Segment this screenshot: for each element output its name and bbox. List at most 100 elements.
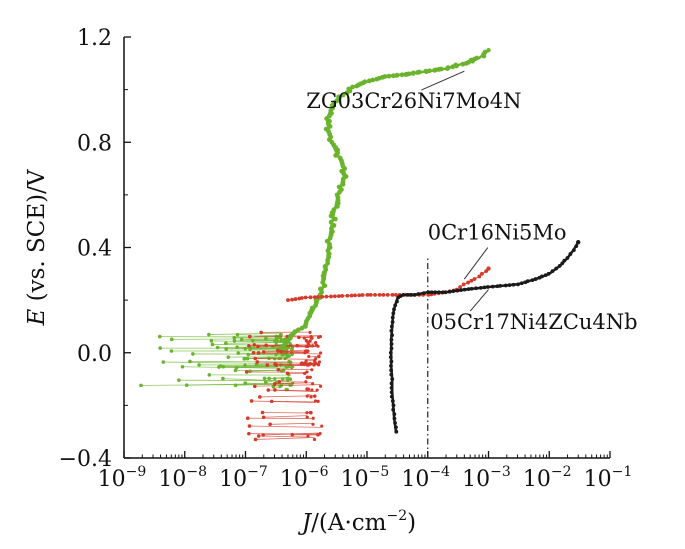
data-point xyxy=(318,286,323,292)
data-point xyxy=(390,399,395,403)
noise-point xyxy=(318,384,323,388)
data-point xyxy=(516,282,520,287)
noise-point xyxy=(316,344,320,348)
data-point xyxy=(539,274,544,279)
noise-point xyxy=(255,360,260,364)
noise-point xyxy=(277,379,282,384)
data-point xyxy=(353,293,357,298)
x-tick-label: 10−7 xyxy=(219,464,268,492)
series-layer xyxy=(139,47,581,442)
noise-segment xyxy=(249,425,322,428)
data-point xyxy=(445,65,451,71)
noise-point xyxy=(221,376,225,381)
x-tick-label: 10−8 xyxy=(158,464,207,492)
noise-point xyxy=(317,360,322,364)
data-point xyxy=(423,68,429,74)
data-point xyxy=(401,292,406,297)
data-point xyxy=(389,346,394,351)
noise-point xyxy=(312,394,317,398)
data-point xyxy=(482,49,488,55)
noise-point xyxy=(262,376,267,381)
noise-point xyxy=(317,354,321,359)
noise-point xyxy=(302,336,306,340)
data-point xyxy=(490,284,495,289)
data-point xyxy=(525,279,530,284)
noise-segment xyxy=(259,395,312,398)
noise-point xyxy=(157,334,162,339)
noise-point xyxy=(309,395,313,399)
noise-segment xyxy=(281,351,308,354)
noise-point xyxy=(177,378,181,382)
noise-point xyxy=(248,334,252,339)
data-point xyxy=(391,403,396,408)
axes: 10−9 10−8 10−7 10−6 10−5 10−4 10−3 10−2 10−1 −0.4… xyxy=(59,26,633,492)
data-point xyxy=(392,307,396,312)
data-point xyxy=(576,240,581,245)
data-point xyxy=(389,372,394,377)
noise-point xyxy=(276,368,281,372)
data-point xyxy=(478,285,483,290)
noise-point xyxy=(316,433,320,437)
data-point xyxy=(486,47,491,53)
data-point xyxy=(482,285,487,290)
noise-point xyxy=(235,332,240,337)
data-point xyxy=(469,278,474,283)
series-2 xyxy=(388,240,581,434)
noise-segment xyxy=(208,332,282,335)
data-point xyxy=(477,274,482,279)
noise-point xyxy=(252,343,257,347)
noise-point xyxy=(232,335,237,340)
data-point xyxy=(349,293,354,298)
data-point xyxy=(565,256,570,260)
noise-point xyxy=(318,334,322,339)
noise-point xyxy=(247,431,251,436)
data-point xyxy=(486,266,491,271)
noise-point xyxy=(316,399,320,403)
noise-point xyxy=(279,349,283,354)
data-point xyxy=(324,238,330,244)
data-point xyxy=(336,94,342,100)
data-point xyxy=(290,297,295,302)
noise-point xyxy=(253,437,258,442)
series-labels: ZG03Cr26Ni7Mo4N 0Cr16Ni5Mo 05Cr17Ni4ZCu4Nb xyxy=(306,70,638,334)
y-tick-label: 1.2 xyxy=(77,26,112,51)
noise-point xyxy=(242,357,247,361)
leader-line xyxy=(421,70,465,91)
data-point xyxy=(299,296,304,300)
data-point xyxy=(395,299,399,304)
noise-point xyxy=(311,344,315,348)
data-point xyxy=(511,282,516,287)
data-point xyxy=(479,271,484,276)
noise-point xyxy=(310,336,314,340)
data-point xyxy=(571,248,576,253)
data-point xyxy=(357,293,362,298)
data-point xyxy=(474,55,480,61)
noise-segment xyxy=(249,335,321,337)
data-point xyxy=(391,311,396,316)
data-point xyxy=(507,283,512,287)
data-point xyxy=(451,289,456,294)
data-point xyxy=(393,421,397,425)
data-point xyxy=(389,381,394,386)
noise-segment xyxy=(182,366,289,369)
x-axis-title: J/(A·cm−2) xyxy=(298,508,416,536)
data-point xyxy=(377,292,382,297)
noise-point xyxy=(224,341,228,346)
data-point xyxy=(392,412,397,417)
series-noise-1 xyxy=(244,330,324,442)
data-point xyxy=(381,292,386,297)
noise-segment xyxy=(274,389,312,392)
noise-point xyxy=(158,346,162,350)
data-point xyxy=(360,293,365,297)
data-point xyxy=(308,295,313,300)
noise-point xyxy=(253,356,258,361)
noise-point xyxy=(305,375,310,380)
data-point xyxy=(550,269,555,274)
data-point xyxy=(398,294,403,299)
noise-point xyxy=(290,432,295,437)
noise-point xyxy=(209,339,214,343)
data-point xyxy=(350,84,355,90)
leader-line xyxy=(463,247,489,280)
noise-point xyxy=(191,352,195,356)
noise-point xyxy=(308,330,312,335)
